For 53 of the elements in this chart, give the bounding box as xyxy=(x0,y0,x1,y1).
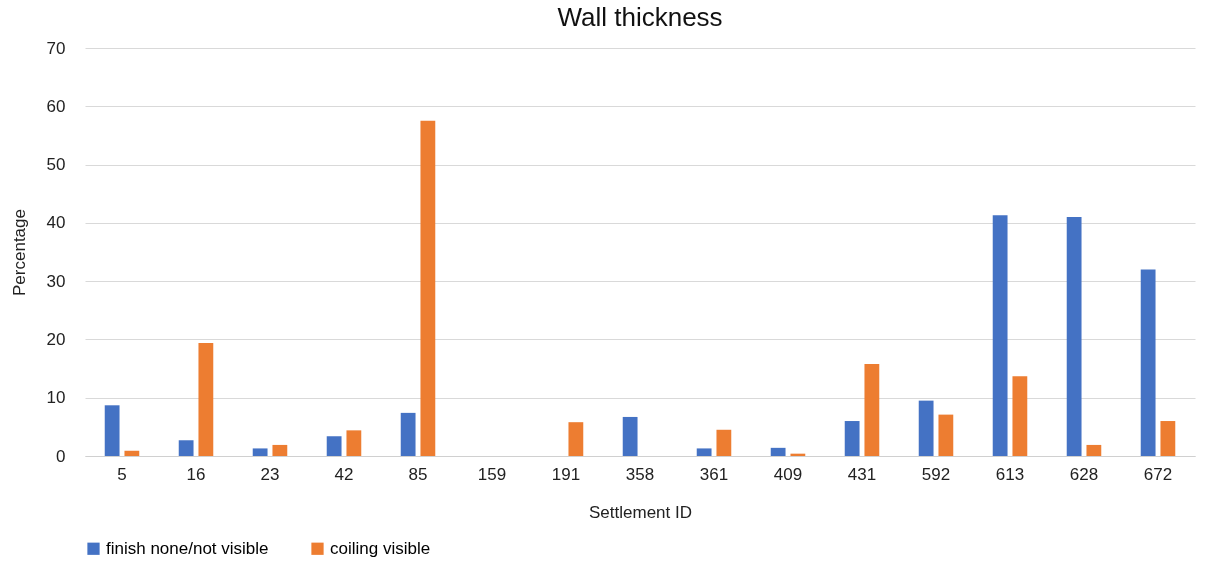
x-tick-label: 23 xyxy=(260,464,280,484)
bar xyxy=(992,215,1008,456)
x-axis-title: Settlement ID xyxy=(589,502,692,522)
y-tick-label: 30 xyxy=(46,271,66,291)
y-tick-label: 70 xyxy=(46,38,66,58)
y-tick-label: 20 xyxy=(46,329,66,349)
x-tick-label: 361 xyxy=(699,464,729,484)
bar xyxy=(1012,376,1028,456)
x-tick-label: 191 xyxy=(551,464,581,484)
x-tick-label: 628 xyxy=(1069,464,1099,484)
bar xyxy=(918,400,934,456)
x-tick-label: 159 xyxy=(477,464,507,484)
y-tick-label: 50 xyxy=(46,155,66,175)
legend-label: finish none/not visible xyxy=(106,538,269,558)
bar xyxy=(770,447,786,456)
bar xyxy=(1086,444,1102,456)
bar xyxy=(1066,217,1082,456)
x-tick-label: 672 xyxy=(1143,464,1173,484)
y-tick-label: 10 xyxy=(46,388,66,408)
bar xyxy=(252,448,268,456)
chart-title: Wall thickness xyxy=(557,2,723,32)
x-tick-label: 16 xyxy=(186,464,206,484)
x-tick-label: 409 xyxy=(773,464,803,484)
bar xyxy=(400,412,416,456)
bar xyxy=(326,436,342,456)
bar xyxy=(1140,269,1156,456)
bar xyxy=(178,440,194,456)
bar xyxy=(346,430,362,456)
bar xyxy=(622,416,638,456)
bar xyxy=(938,414,954,456)
y-tick-label: 60 xyxy=(46,96,66,116)
legend-label: coiling visible xyxy=(330,538,431,558)
bar xyxy=(198,342,214,456)
x-tick-label: 358 xyxy=(625,464,655,484)
bar xyxy=(844,421,860,456)
bar xyxy=(124,450,140,456)
bar xyxy=(104,405,120,456)
x-tick-label: 431 xyxy=(847,464,877,484)
x-tick-label: 613 xyxy=(995,464,1025,484)
bar xyxy=(716,429,732,456)
bar xyxy=(568,422,584,456)
bar xyxy=(1160,421,1176,456)
bar xyxy=(864,363,880,456)
y-tick-label: 0 xyxy=(56,446,66,466)
bar xyxy=(272,444,288,456)
x-tick-label: 592 xyxy=(921,464,951,484)
y-tick-label: 40 xyxy=(46,213,66,233)
x-tick-label: 5 xyxy=(117,464,127,484)
x-tick-label: 85 xyxy=(408,464,428,484)
x-tick-label: 42 xyxy=(334,464,354,484)
bar xyxy=(420,120,436,456)
bar xyxy=(696,448,712,456)
y-axis-title: Percentage xyxy=(9,209,29,296)
